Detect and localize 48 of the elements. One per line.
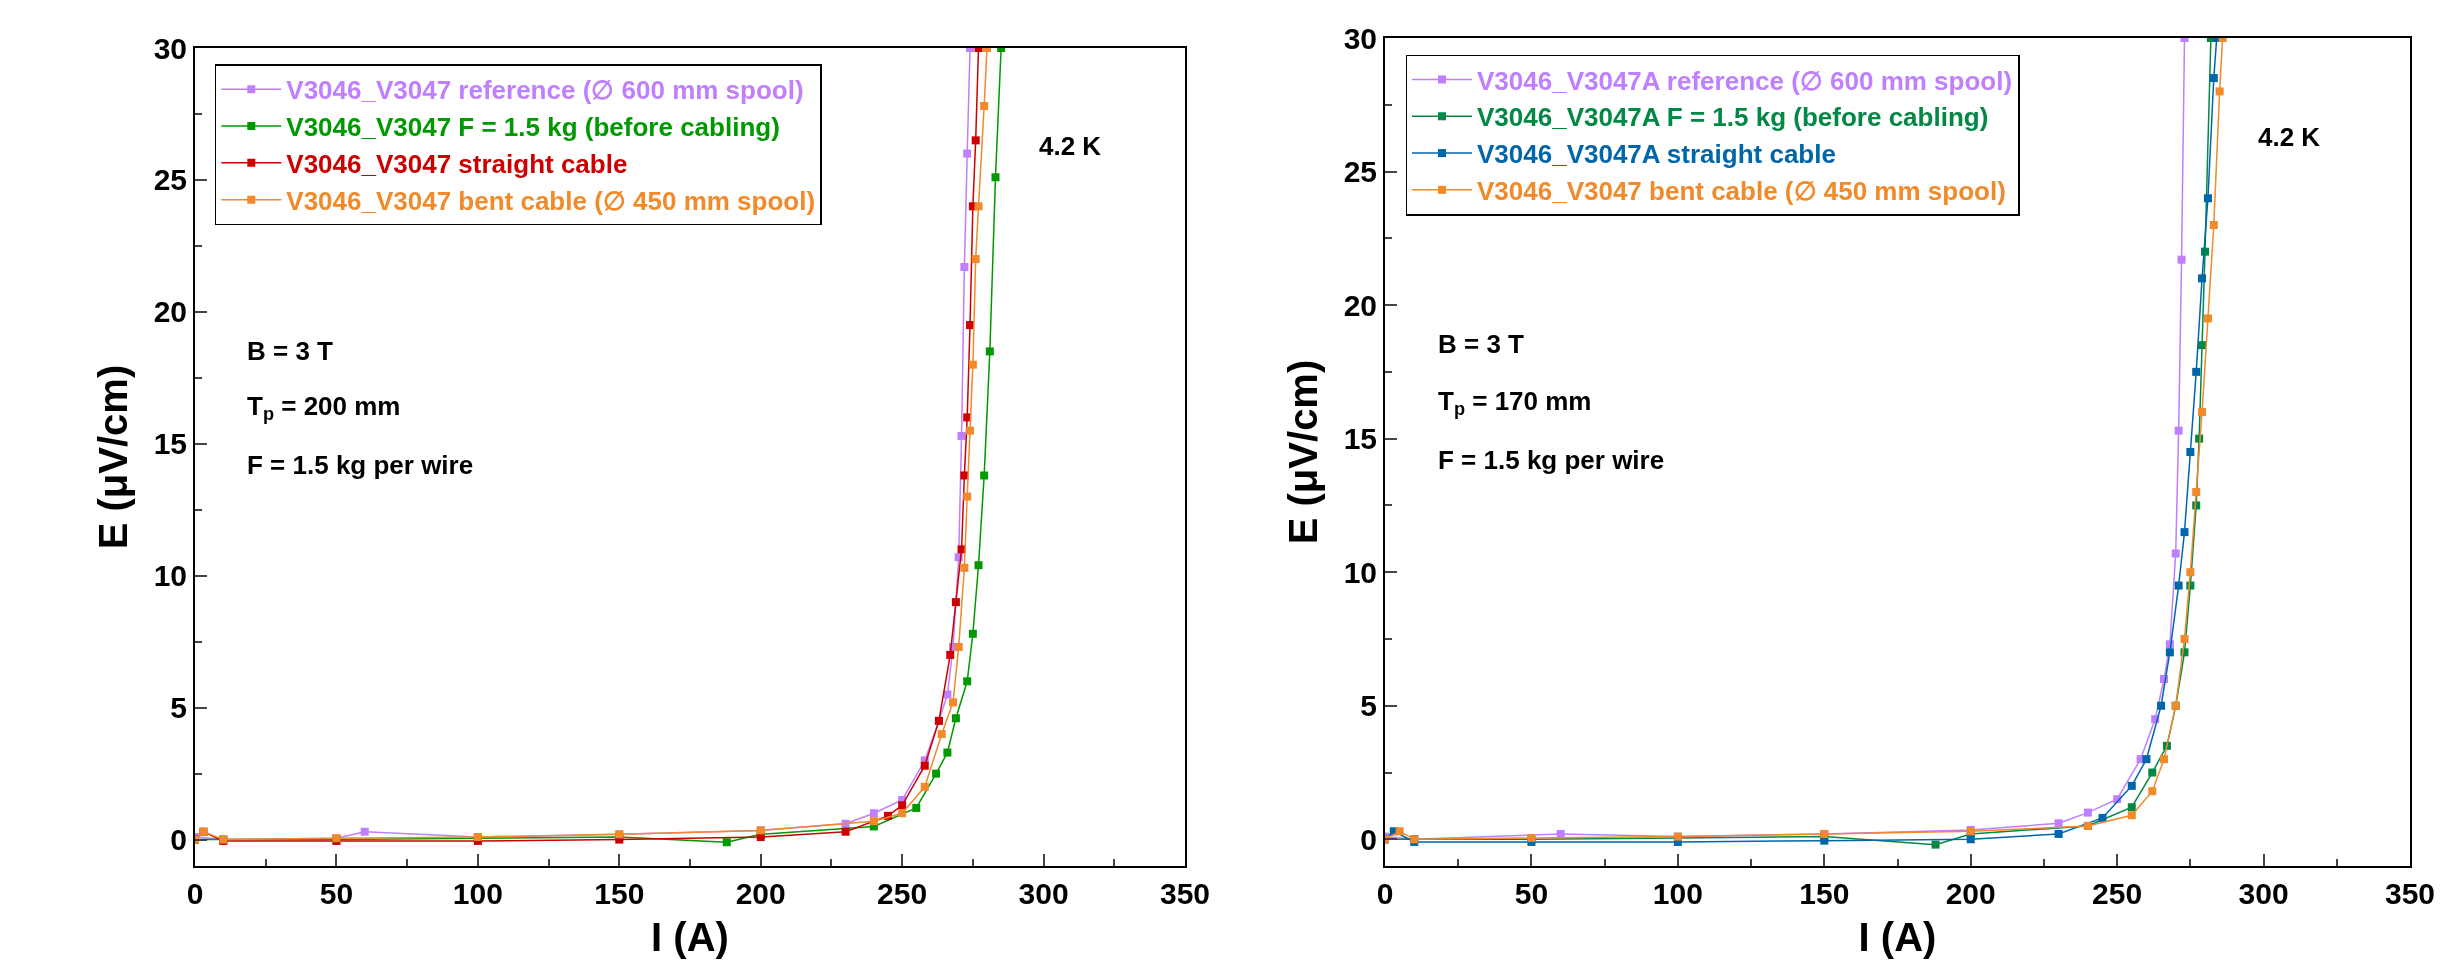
y-axis-title: E (μV/cm): [1280, 359, 1325, 545]
y-tick-label: 15: [1343, 422, 1377, 456]
legend-label: V3046_V3047 F = 1.5 kg (before cabling): [286, 112, 780, 143]
y-tick-label: 20: [153, 295, 187, 329]
x-tick-label: 300: [1018, 877, 1069, 910]
annotation: 4.2 K: [2258, 122, 2321, 152]
y-tick-label: 5: [1360, 689, 1377, 723]
x-tick-label: 300: [2238, 877, 2289, 910]
y-tick-label: 25: [153, 163, 187, 197]
x-tick-label: 200: [735, 877, 786, 910]
annotation: F = 1.5 kg per wire: [247, 450, 474, 480]
x-tick-label: 50: [319, 877, 354, 910]
x-axis-title: I (A): [1858, 915, 1937, 959]
y-tick-label: 10: [1343, 555, 1377, 589]
x-tick-label: 100: [452, 877, 503, 910]
legend-label: V3046_V3047A reference (∅ 600 mm spool): [1477, 65, 2013, 96]
annotation: T$_{p}$ = 200 mm: [247, 391, 401, 425]
y-tick-label: 30: [153, 31, 187, 65]
legend-label: V3046_V3047A straight cable: [1477, 139, 1836, 170]
legend-label: V3046_V3047A F = 1.5 kg (before cabling): [1477, 102, 1989, 133]
y-tick-label: 15: [153, 427, 187, 461]
y-tick-label: 25: [1343, 155, 1377, 189]
y-axis-title: E (μV/cm): [90, 364, 135, 550]
annotation: F = 1.5 kg per wire: [1438, 445, 1665, 475]
x-tick-label: 150: [1799, 877, 1850, 910]
x-tick-label: 250: [877, 877, 928, 910]
y-tick-label: 0: [170, 823, 187, 857]
annotation: B = 3 T: [1438, 329, 1525, 359]
y-tick-label: 30: [1343, 21, 1377, 55]
x-tick-label: 150: [594, 877, 645, 910]
x-tick-label: 250: [2092, 877, 2143, 910]
y-tick-label: 10: [153, 559, 187, 593]
legend-label: V3046_V3047 reference (∅ 600 mm spool): [286, 75, 804, 106]
x-axis-title: I (A): [651, 915, 729, 959]
y-tick-label: 5: [170, 691, 187, 725]
annotation: T$_{p}$ = 170 mm: [1438, 386, 1592, 420]
x-tick-label: 100: [1652, 877, 1703, 910]
legend-label: V3046_V3047 bent cable (∅ 450 mm spool): [286, 185, 816, 216]
y-tick-label: 0: [1360, 822, 1377, 856]
legend-label: V3046_V3047 straight cable: [286, 149, 628, 179]
legend-label: V3046_V3047 bent cable (∅ 450 mm spool): [1477, 176, 2006, 206]
x-tick-label: 350: [2384, 877, 2436, 910]
x-tick-label: 50: [1514, 877, 1549, 910]
annotation: B = 3 T: [247, 336, 334, 366]
x-tick-label: 350: [1159, 877, 1211, 910]
x-tick-label: 200: [1945, 877, 1996, 910]
y-tick-label: 20: [1343, 288, 1377, 322]
annotation: 4.2 K: [1039, 131, 1102, 161]
